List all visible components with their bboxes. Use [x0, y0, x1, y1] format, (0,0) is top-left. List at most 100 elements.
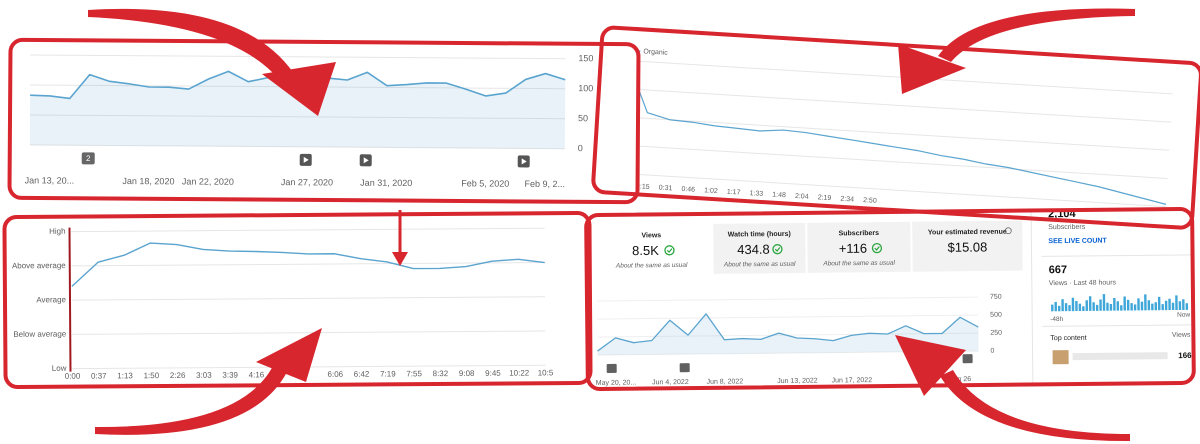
bar: [1051, 304, 1054, 312]
arrow-body: [940, 370, 1130, 442]
bar: [1137, 298, 1140, 311]
arrow-body: [938, 8, 1135, 63]
arrows: [88, 8, 1135, 442]
video-marker: [679, 363, 690, 373]
live-count-link: SEE LIVE COUNT: [1048, 238, 1107, 246]
x-tick-label: 8:32: [433, 369, 449, 378]
arrow-head: [256, 328, 322, 382]
video-markers: [606, 354, 973, 373]
x-tick-label: Jan 22, 2020: [182, 176, 234, 186]
bar: [1116, 301, 1120, 311]
x-tick-label: 10:5: [538, 368, 554, 377]
grid-line: [71, 262, 545, 267]
y-tick-label: 500: [990, 312, 1002, 319]
line: [627, 60, 1167, 205]
y-tick-label: 750: [990, 294, 1002, 301]
frame: [2, 211, 593, 389]
x-tick-label: 2:26: [170, 371, 186, 380]
x-tick-label: 1:48: [772, 191, 786, 199]
grid-line: [29, 144, 565, 150]
bar: [1178, 301, 1182, 310]
bar: [1151, 303, 1154, 311]
y-tick-label: Low: [52, 364, 67, 373]
x-tick-label: 2:19: [817, 194, 831, 202]
metric-card: [807, 221, 911, 273]
grid-line: [625, 88, 1172, 123]
frame: [584, 206, 1196, 392]
top-content-views-header: Views: [1172, 332, 1191, 339]
y-tick-label: 150: [578, 53, 593, 63]
marker-count: 2: [86, 154, 91, 163]
bar: [1140, 301, 1144, 311]
x-tick-label: 0:00: [65, 372, 81, 381]
x-tick-label: 0:46: [681, 186, 695, 194]
metric-card: [592, 223, 711, 276]
x-tick-label: Jun 26: [950, 376, 971, 383]
x-tick-label: 6:42: [354, 370, 370, 379]
x-tick-label: 10:22: [509, 369, 530, 378]
x-tick-label: 3:03: [196, 371, 212, 380]
connector-arrow: [398, 210, 402, 254]
current-position: [68, 227, 72, 372]
check-icon: [772, 244, 783, 255]
views-panel: 2 0 50 100 150 Jan 13, 20... Jan 18, 2020 Jan …: [9, 39, 639, 203]
arrow-body: [95, 366, 287, 435]
y-tick-label: Below average: [13, 329, 67, 338]
title-placeholder: [1072, 352, 1168, 361]
panel-background: [593, 27, 1200, 228]
grid-line: [72, 330, 546, 335]
y-tick-label: 100: [578, 83, 593, 93]
bar: [1085, 300, 1089, 311]
check-mark: [774, 247, 781, 252]
bar: [1147, 300, 1151, 311]
play-icon: [363, 157, 369, 164]
metric-note: About the same as usual: [822, 260, 895, 268]
check-icon: [664, 245, 675, 256]
metric-note: About the same as usual: [615, 262, 688, 270]
metric-value: 434.8: [737, 242, 770, 257]
x-tick-label: 2:34: [840, 196, 854, 204]
x-tick-label: 7:55: [406, 369, 422, 378]
bar: [1109, 304, 1113, 311]
x-tick-label: Feb 9, 2...: [524, 179, 565, 189]
line: [597, 313, 979, 352]
bar: [1082, 306, 1085, 311]
x-tick-label: 2:04: [795, 193, 809, 201]
play-icon: [303, 156, 309, 163]
x-tick-label: Jun 13, 2022: [777, 378, 818, 385]
x-tick-label: 1:50: [144, 371, 160, 380]
x-tick-label: 6:06: [327, 370, 343, 379]
panel-background: [4, 213, 591, 387]
metric-value: $15.08: [947, 239, 987, 254]
area-fill: [29, 71, 566, 149]
retention-panel: Organic 0%25%50%75%100%0:000:150:310:461…: [593, 27, 1200, 228]
bar: [1057, 305, 1061, 312]
frames: [2, 25, 1200, 392]
grid-line: [597, 314, 979, 320]
x-tick-label: 0:37: [91, 371, 107, 380]
y-tick-label: High: [49, 227, 66, 236]
bar: [1102, 294, 1106, 311]
video-marker: [962, 354, 973, 364]
y-tick-label: Average: [36, 295, 66, 304]
bar: [1126, 299, 1130, 311]
bar: [1061, 299, 1064, 312]
sidebar-separator: [1042, 324, 1193, 327]
x-tick-label: Jan 27, 2020: [281, 177, 333, 187]
y-tick-label: 0: [578, 143, 583, 153]
x-tick-label: 1:17: [727, 189, 741, 197]
metric-value: 8.5K: [632, 243, 659, 258]
grid-line: [30, 54, 566, 60]
x-tick-label: 2:50: [863, 197, 877, 205]
bar: [1099, 299, 1102, 311]
bar: [1168, 298, 1171, 311]
y-tick-label: 250: [990, 330, 1002, 337]
views-label: Views · Last 48 hours: [1049, 279, 1117, 287]
metric-card: [713, 222, 806, 274]
bar: [1120, 305, 1123, 311]
x-tick-label: Jun 17, 2022: [832, 377, 873, 384]
x-tick-label: Jan 18, 2020: [122, 176, 174, 186]
bar: [1064, 303, 1068, 312]
